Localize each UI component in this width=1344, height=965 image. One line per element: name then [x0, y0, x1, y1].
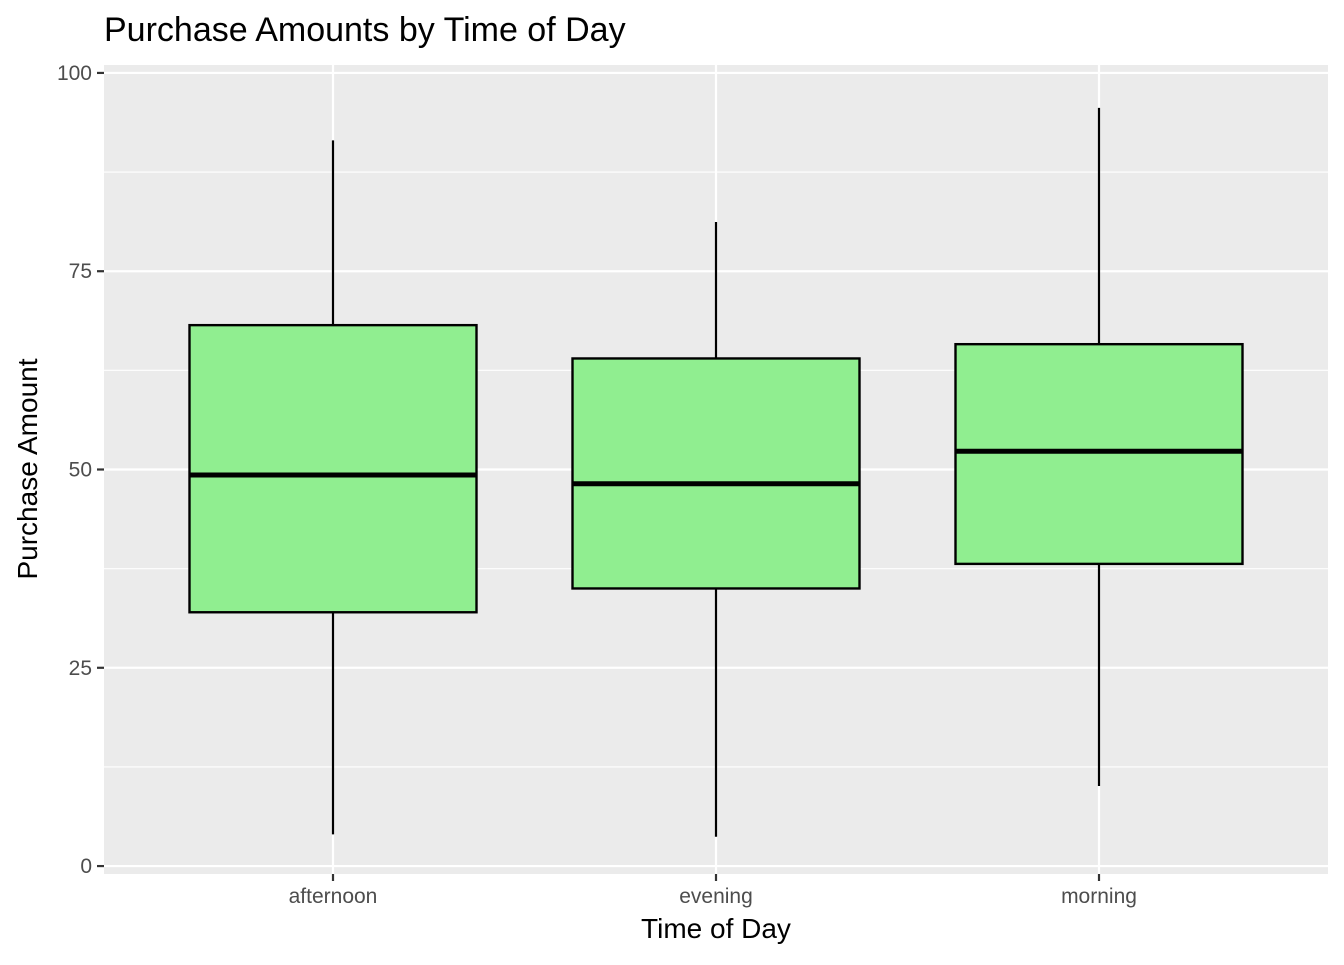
boxes-layer [188, 107, 1244, 837]
y-tick-label: 50 [69, 459, 92, 482]
y-axis-title: Purchase Amount [12, 358, 43, 579]
iqr-box [188, 323, 478, 614]
chart-title: Purchase Amounts by Time of Day [104, 11, 626, 49]
x-axis-title: Time of Day [641, 913, 791, 944]
box-afternoon [188, 140, 478, 835]
y-tick-label: 25 [69, 657, 92, 680]
y-tick-label: 100 [57, 62, 92, 85]
y-tick-label: 75 [69, 260, 92, 283]
x-tick-label: morning [1061, 885, 1137, 908]
x-tick-label: evening [679, 885, 753, 908]
iqr-box [571, 357, 861, 590]
box-evening [571, 222, 861, 837]
y-tick-label: 0 [80, 855, 92, 878]
axes-layer: 0 25 50 75 100 afternoon evening morning [57, 62, 1137, 908]
x-tick-label: afternoon [289, 885, 378, 908]
box-morning [954, 107, 1244, 786]
iqr-box [954, 342, 1244, 566]
